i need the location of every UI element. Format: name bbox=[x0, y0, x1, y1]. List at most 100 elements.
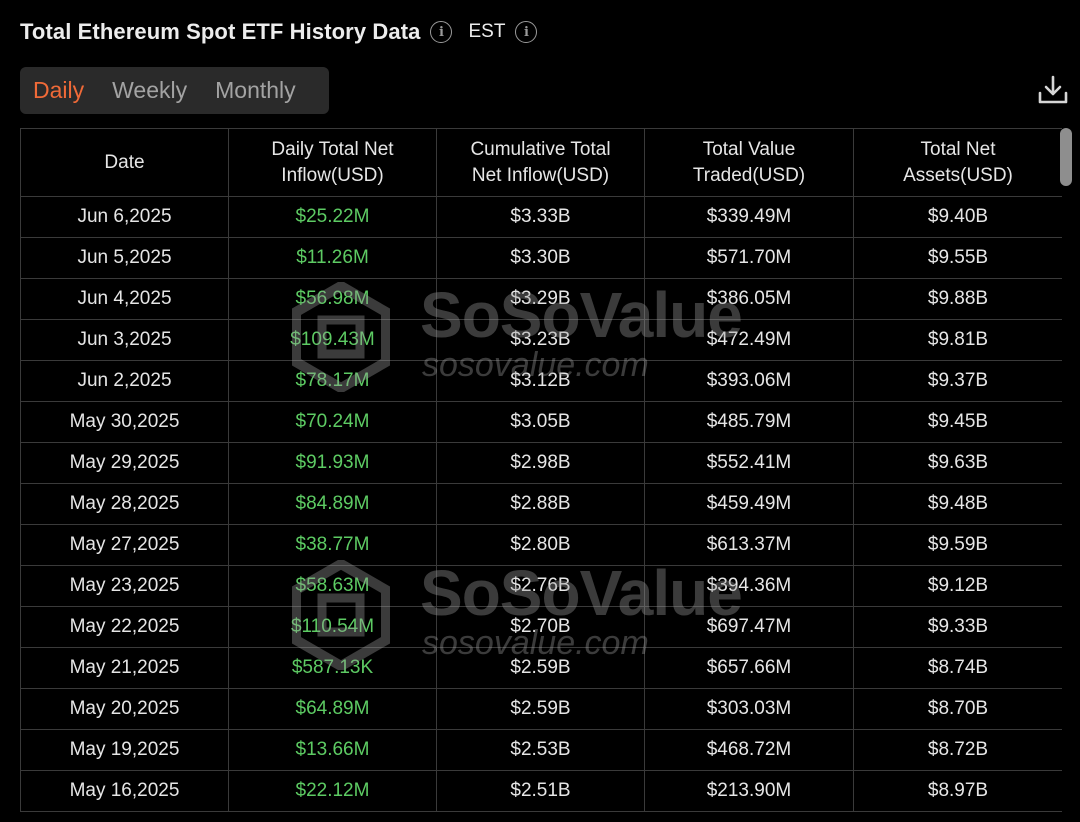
cell-daily-net-inflow: $78.17M bbox=[228, 360, 437, 402]
cell-daily-net-inflow: $11.26M bbox=[228, 237, 437, 279]
table-row: May 22,2025 $110.54M $2.70B $697.47M $9.33B bbox=[20, 606, 1062, 648]
cell-daily-net-inflow: $91.93M bbox=[228, 442, 437, 484]
cell-daily-net-inflow: $84.89M bbox=[228, 483, 437, 525]
cell-cumulative-net-inflow: $3.12B bbox=[436, 360, 645, 402]
table-row: May 21,2025 $587.13K $2.59B $657.66M $8.74B bbox=[20, 647, 1062, 689]
cell-date: Jun 2,2025 bbox=[20, 360, 229, 402]
cell-total-value-traded: $394.36M bbox=[644, 565, 854, 607]
cell-total-net-assets: $8.72B bbox=[853, 729, 1062, 771]
cell-daily-net-inflow: $56.98M bbox=[228, 278, 437, 320]
cell-cumulative-net-inflow: $2.88B bbox=[436, 483, 645, 525]
cell-total-value-traded: $485.79M bbox=[644, 401, 854, 443]
table-header-row: Date Daily Total Net Inflow(USD) Cumulative… bbox=[20, 128, 1062, 197]
cell-daily-net-inflow: $22.12M bbox=[228, 770, 437, 812]
table-row: May 19,2025 $13.66M $2.53B $468.72M $8.72B bbox=[20, 729, 1062, 771]
history-table: Date Daily Total Net Inflow(USD) Cumulative… bbox=[20, 128, 1062, 812]
table-row: May 30,2025 $70.24M $3.05B $485.79M $9.45B bbox=[20, 401, 1062, 443]
cell-date: Jun 6,2025 bbox=[20, 196, 229, 238]
cell-total-value-traded: $697.47M bbox=[644, 606, 854, 648]
table-row: May 29,2025 $91.93M $2.98B $552.41M $9.63B bbox=[20, 442, 1062, 484]
cell-daily-net-inflow: $38.77M bbox=[228, 524, 437, 566]
cell-total-value-traded: $213.90M bbox=[644, 770, 854, 812]
column-header-date: Date bbox=[20, 128, 229, 197]
cell-daily-net-inflow: $64.89M bbox=[228, 688, 437, 730]
page-title: Total Ethereum Spot ETF History Data bbox=[20, 19, 421, 44]
cell-cumulative-net-inflow: $3.29B bbox=[436, 278, 645, 320]
cell-total-net-assets: $9.55B bbox=[853, 237, 1062, 279]
column-header-line: Total Value bbox=[702, 138, 796, 160]
column-header-line: Inflow(USD) bbox=[281, 164, 384, 186]
table-body: Jun 6,2025 $25.22M $3.33B $339.49M $9.40B Jun… bbox=[20, 196, 1062, 812]
cell-cumulative-net-inflow: $2.53B bbox=[436, 729, 645, 771]
cell-date: May 27,2025 bbox=[20, 524, 229, 566]
column-header-daily-net-inflow: Daily Total Net Inflow(USD) bbox=[228, 128, 437, 197]
download-button[interactable] bbox=[1036, 73, 1070, 107]
cell-total-net-assets: $9.12B bbox=[853, 565, 1062, 607]
cell-cumulative-net-inflow: $2.59B bbox=[436, 647, 645, 689]
tab-monthly[interactable]: Monthly bbox=[215, 77, 296, 103]
cell-total-net-assets: $9.37B bbox=[853, 360, 1062, 402]
table-row: Jun 4,2025 $56.98M $3.29B $386.05M $9.88B bbox=[20, 278, 1062, 320]
cell-daily-net-inflow: $58.63M bbox=[228, 565, 437, 607]
cell-cumulative-net-inflow: $2.98B bbox=[436, 442, 645, 484]
cell-date: May 22,2025 bbox=[20, 606, 229, 648]
cell-total-net-assets: $9.59B bbox=[853, 524, 1062, 566]
cell-total-net-assets: $9.45B bbox=[853, 401, 1062, 443]
column-header-line: Cumulative Total bbox=[470, 138, 611, 160]
cell-total-net-assets: $8.74B bbox=[853, 647, 1062, 689]
cell-daily-net-inflow: $587.13K bbox=[228, 647, 437, 689]
cell-daily-net-inflow: $109.43M bbox=[228, 319, 437, 361]
cell-cumulative-net-inflow: $2.76B bbox=[436, 565, 645, 607]
cell-date: May 21,2025 bbox=[20, 647, 229, 689]
cell-date: May 20,2025 bbox=[20, 688, 229, 730]
column-header-total-value-traded: Total Value Traded(USD) bbox=[644, 128, 854, 197]
tab-weekly[interactable]: Weekly bbox=[112, 77, 188, 103]
cell-cumulative-net-inflow: $2.51B bbox=[436, 770, 645, 812]
cell-total-net-assets: $8.70B bbox=[853, 688, 1062, 730]
tab-daily[interactable]: Daily bbox=[33, 77, 85, 103]
table-row: May 27,2025 $38.77M $2.80B $613.37M $9.59B bbox=[20, 524, 1062, 566]
cell-total-value-traded: $472.49M bbox=[644, 319, 854, 361]
column-header-line: Date bbox=[104, 151, 145, 173]
cell-date: May 23,2025 bbox=[20, 565, 229, 607]
table-scrollbar[interactable] bbox=[1060, 128, 1072, 186]
cell-date: May 29,2025 bbox=[20, 442, 229, 484]
cell-total-value-traded: $303.03M bbox=[644, 688, 854, 730]
cell-date: Jun 4,2025 bbox=[20, 278, 229, 320]
cell-total-net-assets: $8.97B bbox=[853, 770, 1062, 812]
cell-total-value-traded: $393.06M bbox=[644, 360, 854, 402]
info-icon[interactable]: i bbox=[515, 21, 538, 43]
cell-total-value-traded: $613.37M bbox=[644, 524, 854, 566]
column-header-line: Daily Total Net bbox=[271, 138, 394, 160]
table-row: May 20,2025 $64.89M $2.59B $303.03M $8.70B bbox=[20, 688, 1062, 730]
table-row: Jun 5,2025 $11.26M $3.30B $571.70M $9.55B bbox=[20, 237, 1062, 279]
table-row: Jun 2,2025 $78.17M $3.12B $393.06M $9.37B bbox=[20, 360, 1062, 402]
cell-date: May 28,2025 bbox=[20, 483, 229, 525]
cell-daily-net-inflow: $110.54M bbox=[228, 606, 437, 648]
column-header-line: Assets(USD) bbox=[903, 164, 1013, 186]
info-icon[interactable]: i bbox=[430, 21, 453, 43]
column-header-line: Total Net bbox=[920, 138, 996, 160]
cell-date: Jun 3,2025 bbox=[20, 319, 229, 361]
cell-total-value-traded: $468.72M bbox=[644, 729, 854, 771]
cell-cumulative-net-inflow: $3.33B bbox=[436, 196, 645, 238]
table-row: May 16,2025 $22.12M $2.51B $213.90M $8.97B bbox=[20, 770, 1062, 812]
column-header-total-net-assets: Total Net Assets(USD) bbox=[853, 128, 1062, 197]
cell-cumulative-net-inflow: $2.70B bbox=[436, 606, 645, 648]
cell-daily-net-inflow: $25.22M bbox=[228, 196, 437, 238]
cell-total-value-traded: $657.66M bbox=[644, 647, 854, 689]
cell-cumulative-net-inflow: $2.80B bbox=[436, 524, 645, 566]
download-icon bbox=[1038, 75, 1068, 104]
cell-total-net-assets: $9.81B bbox=[853, 319, 1062, 361]
column-header-line: Net Inflow(USD) bbox=[471, 164, 610, 186]
cell-date: Jun 5,2025 bbox=[20, 237, 229, 279]
table-row: May 28,2025 $84.89M $2.88B $459.49M $9.48B bbox=[20, 483, 1062, 525]
cell-daily-net-inflow: $70.24M bbox=[228, 401, 437, 443]
column-header-cumulative-net-inflow: Cumulative Total Net Inflow(USD) bbox=[436, 128, 645, 197]
cell-date: May 30,2025 bbox=[20, 401, 229, 443]
timezone-label: EST bbox=[468, 21, 506, 42]
cell-cumulative-net-inflow: $3.23B bbox=[436, 319, 645, 361]
column-header-line: Traded(USD) bbox=[692, 164, 806, 186]
history-table-container: Date Daily Total Net Inflow(USD) Cumulative… bbox=[20, 128, 1062, 822]
